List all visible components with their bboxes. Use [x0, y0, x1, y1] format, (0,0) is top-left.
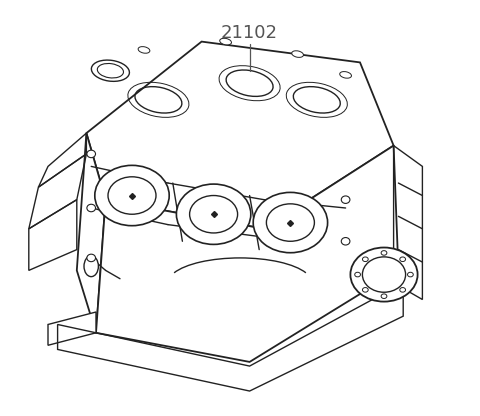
Ellipse shape [362, 257, 368, 262]
Ellipse shape [84, 256, 98, 277]
Ellipse shape [400, 287, 406, 292]
Ellipse shape [292, 51, 303, 57]
Ellipse shape [381, 250, 387, 255]
Ellipse shape [138, 47, 150, 53]
Ellipse shape [87, 254, 96, 262]
Ellipse shape [362, 287, 368, 292]
Ellipse shape [341, 196, 350, 203]
Ellipse shape [355, 272, 360, 277]
Ellipse shape [87, 204, 96, 212]
Polygon shape [48, 312, 96, 345]
Ellipse shape [350, 248, 418, 302]
Ellipse shape [220, 38, 231, 45]
Text: 21102: 21102 [221, 24, 278, 42]
Ellipse shape [400, 257, 406, 262]
Polygon shape [77, 133, 106, 333]
Ellipse shape [340, 72, 351, 78]
Ellipse shape [381, 294, 387, 298]
Ellipse shape [87, 150, 96, 158]
Ellipse shape [341, 238, 350, 245]
Polygon shape [86, 42, 394, 229]
Polygon shape [96, 146, 398, 362]
Ellipse shape [408, 272, 413, 277]
Ellipse shape [253, 192, 327, 253]
Ellipse shape [176, 184, 251, 244]
Ellipse shape [95, 165, 169, 225]
